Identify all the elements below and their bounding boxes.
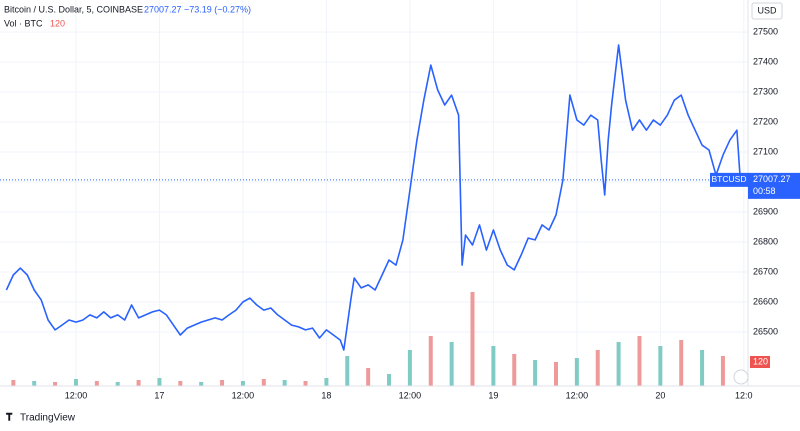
x-tick-label: 12:00	[399, 390, 422, 400]
price-line	[5, 44, 742, 351]
y-tick-label: 27400	[753, 56, 778, 66]
currency-button[interactable]	[751, 2, 783, 20]
volume-bar	[533, 360, 538, 386]
price-tag	[748, 172, 800, 199]
y-tick-label: 27200	[753, 116, 778, 126]
volume-bar	[491, 346, 496, 386]
volume-bar	[512, 354, 517, 386]
axis-layer: 2650026600267002680026900270002710027200…	[65, 26, 800, 400]
volume-bar	[574, 358, 579, 386]
countdown: 00:58	[753, 186, 776, 196]
volume-bar	[261, 379, 266, 386]
y-tick-label: 27100	[753, 146, 778, 156]
volume-bar	[553, 362, 558, 386]
volume-bar	[387, 374, 392, 386]
y-tick-label: 26700	[753, 266, 778, 276]
volume-bar	[94, 381, 99, 386]
x-tick-label: 17	[154, 390, 164, 400]
chart-title: Bitcoin / U.S. Dollar, 5, COINBASE	[4, 4, 143, 14]
volume-bar	[282, 380, 287, 386]
y-tick-label: 27500	[753, 26, 778, 36]
volume-bar	[595, 350, 600, 386]
volume-bar	[73, 379, 78, 386]
x-tick-label: 18	[321, 390, 331, 400]
x-tick-label: 19	[488, 390, 498, 400]
volume-bar	[220, 380, 225, 386]
volume-bar	[700, 350, 705, 386]
plot-layer	[0, 44, 748, 351]
price-tag-text: 27007.27	[753, 174, 791, 184]
y-tick-label: 26800	[753, 236, 778, 246]
y-tick-label: 27300	[753, 86, 778, 96]
volume-bar	[240, 381, 245, 386]
x-tick-label: 12:00	[566, 390, 589, 400]
volume-bar	[136, 380, 141, 386]
volume-bar	[324, 378, 329, 386]
volume-bar	[366, 368, 371, 386]
logo-mark: 𝐓	[6, 412, 13, 424]
volume-tag	[750, 356, 770, 368]
x-tick-label: 12:00	[65, 390, 88, 400]
brand: TradingView	[20, 413, 76, 424]
y-tick-label: 26600	[753, 296, 778, 306]
grid	[0, 0, 748, 386]
volume-title: Vol · BTC	[4, 18, 43, 28]
header-last: 27007.27	[144, 4, 182, 14]
volume-bar	[449, 342, 454, 386]
y-tick-label: 26500	[753, 326, 778, 336]
x-tick-label: 12:0	[735, 390, 753, 400]
volume-bar	[32, 381, 37, 386]
y-tick-label: 26900	[753, 206, 778, 216]
header-change: −73.19 (−0.27%)	[184, 4, 251, 14]
volume-last: 120	[50, 18, 65, 28]
volume-bar	[53, 382, 58, 386]
volume-bar	[199, 382, 204, 386]
settings-button[interactable]	[733, 369, 749, 385]
volume-bar	[428, 336, 433, 386]
volume-bar	[679, 340, 684, 386]
x-tick-label: 20	[655, 390, 665, 400]
symbol-tag	[710, 172, 748, 187]
symbol-tag-text: BTCUSD	[712, 174, 747, 184]
volume-bar	[303, 381, 308, 386]
volume-tag-text: 120	[753, 356, 768, 366]
volume-bar	[720, 356, 725, 386]
volume-bar	[470, 292, 475, 386]
volume-bar	[11, 380, 16, 386]
volume-bar	[157, 378, 162, 386]
volume-bar	[658, 346, 663, 386]
volume-layer	[11, 292, 725, 386]
volume-bar	[115, 382, 120, 386]
currency[interactable]: USD	[757, 5, 777, 15]
volume-bar	[407, 350, 412, 386]
volume-bar	[178, 381, 183, 386]
volume-bar	[616, 342, 621, 386]
volume-bar	[345, 356, 350, 386]
volume-bar	[637, 336, 642, 386]
x-tick-label: 12:00	[232, 390, 255, 400]
